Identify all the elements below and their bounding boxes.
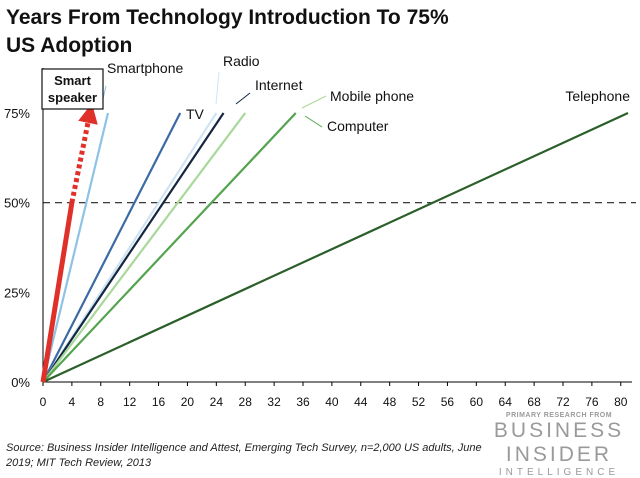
leader-line-computer bbox=[304, 115, 323, 128]
series-label-tv: TV bbox=[186, 106, 205, 122]
x-tick-label: 80 bbox=[614, 395, 628, 409]
x-tick-label: 56 bbox=[441, 395, 455, 409]
y-tick-label: 25% bbox=[4, 285, 30, 300]
y-tick-label: 75% bbox=[4, 106, 30, 121]
x-tick-label: 0 bbox=[40, 395, 47, 409]
x-tick-label: 72 bbox=[556, 395, 570, 409]
series-label-mobile-phone: Mobile phone bbox=[330, 88, 414, 104]
series-lines bbox=[40, 103, 629, 383]
series-line-tv bbox=[42, 112, 182, 383]
series-labels: Smartphone TV Radio Internet Mobile phone Com… bbox=[101, 53, 630, 134]
x-tick-label: 20 bbox=[181, 395, 195, 409]
x-tick-label: 40 bbox=[325, 395, 339, 409]
series-label-radio: Radio bbox=[223, 53, 260, 69]
brand-top: PRIMARY RESEARCH FROM bbox=[505, 412, 613, 419]
x-tick-label: 16 bbox=[152, 395, 166, 409]
x-tick-label: 28 bbox=[239, 395, 253, 409]
series-line-smart-speaker bbox=[40, 202, 75, 383]
x-tick-label: 8 bbox=[97, 395, 104, 409]
leader-line-radio bbox=[215, 71, 220, 105]
leader-line-mobile-phone bbox=[301, 95, 327, 109]
series-line-mobile-phone bbox=[42, 112, 247, 383]
series-label-internet: Internet bbox=[255, 77, 303, 93]
leader-line-internet bbox=[235, 92, 251, 105]
y-tick-label: 50% bbox=[4, 196, 30, 211]
smart-speaker-projection bbox=[69, 103, 98, 204]
x-tick-label: 12 bbox=[123, 395, 137, 409]
x-tick-label: 68 bbox=[527, 395, 541, 409]
y-tick-label: 0% bbox=[11, 375, 30, 390]
series-line-telephone bbox=[42, 112, 629, 383]
x-tick-label: 36 bbox=[296, 395, 310, 409]
x-tick-label: 52 bbox=[412, 395, 426, 409]
smart-speaker-label: speaker bbox=[48, 90, 97, 105]
smart-speaker-label: Smart bbox=[54, 73, 92, 88]
axes: 0%25%50%75%0 4 8 12 16 20 24 28 32 36 40 44 48 52 56 60… bbox=[4, 68, 632, 409]
series-line-internet bbox=[42, 112, 225, 383]
series-line-computer bbox=[42, 112, 297, 383]
x-tick-label: 32 bbox=[267, 395, 281, 409]
brand-mid: BUSINESS INSIDER bbox=[493, 419, 625, 466]
series-label-computer: Computer bbox=[327, 118, 389, 134]
series-label-smartphone: Smartphone bbox=[107, 60, 183, 76]
series-label-telephone: Telephone bbox=[565, 88, 630, 104]
x-tick-label: 24 bbox=[210, 395, 224, 409]
x-tick-label: 64 bbox=[499, 395, 513, 409]
chart-title: Years From Technology Introduction To 75… bbox=[6, 6, 449, 57]
x-tick-label: 48 bbox=[383, 395, 397, 409]
x-tick-label: 60 bbox=[470, 395, 484, 409]
brand-logo: PRIMARY RESEARCH FROM BUSINESS INSIDER I… bbox=[484, 412, 634, 478]
series-line-smartphone bbox=[41, 112, 110, 383]
x-tick-label: 44 bbox=[354, 395, 368, 409]
smart-speaker-callout: Smart speaker bbox=[41, 68, 104, 110]
x-tick-label: 4 bbox=[69, 395, 76, 409]
source-note: Source: Business Insider Intelligence an… bbox=[6, 442, 482, 469]
smart-speaker-box bbox=[41, 68, 104, 110]
x-tick-label: 76 bbox=[585, 395, 599, 409]
